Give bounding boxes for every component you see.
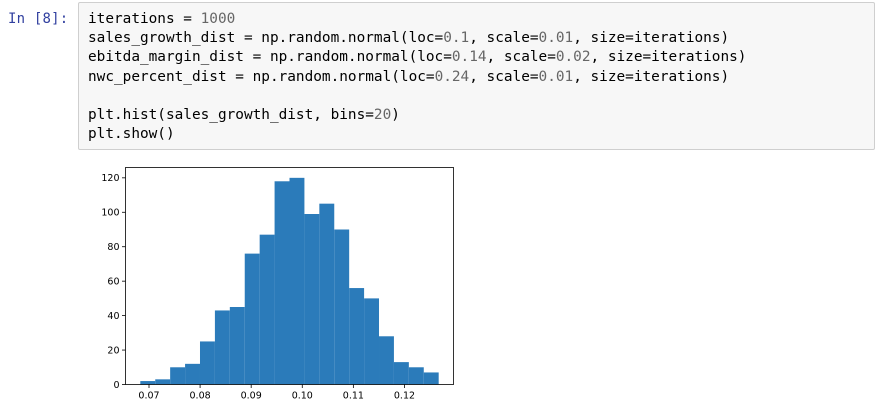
histogram-bar (274, 181, 290, 385)
code-token: ) (391, 107, 400, 123)
y-tick-label: 20 (107, 345, 119, 356)
code-token: , scale= (469, 30, 539, 47)
code-token: ebitda_margin_dist = np.random.normal(lo… (88, 49, 452, 66)
x-tick-label: 0.08 (190, 391, 211, 402)
histogram-bar (364, 298, 380, 385)
x-axis: 0.07 0.08 0.09 0.10 0.11 0.12 (138, 384, 415, 402)
histogram-chart: 0.07 0.08 0.09 0.10 0.11 0.12 0 20 40 60 80 100 120 (101, 167, 454, 402)
histogram-bars (140, 177, 439, 385)
x-tick-label: 0.10 (292, 391, 313, 402)
code-number-token: 0.01 (538, 68, 574, 85)
code-blank-line (88, 87, 746, 106)
code-line: ebitda_margin_dist = np.random.normal(lo… (88, 49, 746, 65)
histogram-bar (304, 214, 320, 385)
histogram-bar (393, 362, 409, 385)
y-tick-label: 120 (101, 173, 119, 184)
histogram-bar (199, 341, 215, 385)
code-line: sales_growth_dist = np.random.normal(loc… (88, 30, 729, 46)
histogram-bar (349, 288, 365, 385)
input-prompt: In [8]: (8, 11, 69, 27)
code-line: plt.show() (88, 126, 175, 142)
code-block: iterations = 1000 sales_growth_dist = np… (88, 10, 746, 144)
code-token: , size=iterations) (573, 30, 730, 47)
histogram-bar (229, 307, 245, 385)
y-tick-label: 40 (107, 311, 119, 322)
code-token: , scale= (469, 68, 539, 85)
histogram-bar (155, 379, 171, 385)
histogram-bar (379, 336, 394, 385)
histogram-bar (214, 310, 230, 385)
code-number-token: 0.01 (538, 30, 574, 47)
code-token: nwc_percent_dist = np.random.normal(loc= (88, 68, 435, 85)
cell-output: 0.07 0.08 0.09 0.10 0.11 0.12 0 20 40 60 80 100 120 (78, 155, 875, 405)
code-token: , scale= (486, 49, 556, 66)
code-number-token: 1000 (200, 11, 236, 27)
x-tick-label: 0.09 (241, 391, 262, 402)
histogram-bar (408, 367, 424, 385)
code-token: iterations = (88, 11, 201, 27)
histogram-bar (170, 367, 186, 385)
histogram-bar (244, 253, 260, 385)
histogram-bar (319, 203, 335, 385)
histogram-bar (289, 177, 305, 385)
x-tick-label: 0.07 (138, 391, 159, 402)
y-tick-label: 80 (107, 242, 119, 253)
code-line: nwc_percent_dist = np.random.normal(loc=… (88, 69, 729, 85)
code-token: plt.show() (88, 126, 175, 143)
histogram-bar (423, 372, 439, 385)
x-tick-label: 0.12 (394, 391, 415, 402)
code-token: sales_growth_dist = np.random.normal(loc… (88, 30, 444, 47)
code-line: iterations = 1000 (88, 11, 235, 27)
x-tick-label: 0.11 (343, 391, 364, 402)
histogram-bar (185, 363, 200, 385)
code-number-token: 20 (373, 107, 392, 123)
code-cell-editor[interactable]: iterations = 1000 sales_growth_dist = np… (78, 2, 875, 150)
code-token: plt.hist(sales_growth_dist, bins= (88, 107, 374, 123)
code-number-token: 0.24 (434, 68, 470, 85)
histogram-bar (334, 229, 350, 385)
code-number-token: 0.1 (443, 30, 470, 47)
code-number-token: 0.14 (451, 49, 487, 66)
code-token: , size=iterations) (573, 68, 730, 85)
plot-frame (125, 167, 454, 385)
code-token: , size=iterations) (590, 49, 747, 66)
y-tick-label: 100 (101, 208, 119, 219)
y-axis: 0 20 40 60 80 100 120 (101, 173, 126, 391)
code-line: plt.hist(sales_growth_dist, bins=20) (88, 107, 400, 123)
histogram-bar (140, 381, 156, 385)
y-tick-label: 0 (113, 380, 119, 391)
y-tick-label: 60 (107, 276, 119, 287)
code-number-token: 0.02 (555, 49, 591, 66)
histogram-bar (259, 234, 275, 385)
